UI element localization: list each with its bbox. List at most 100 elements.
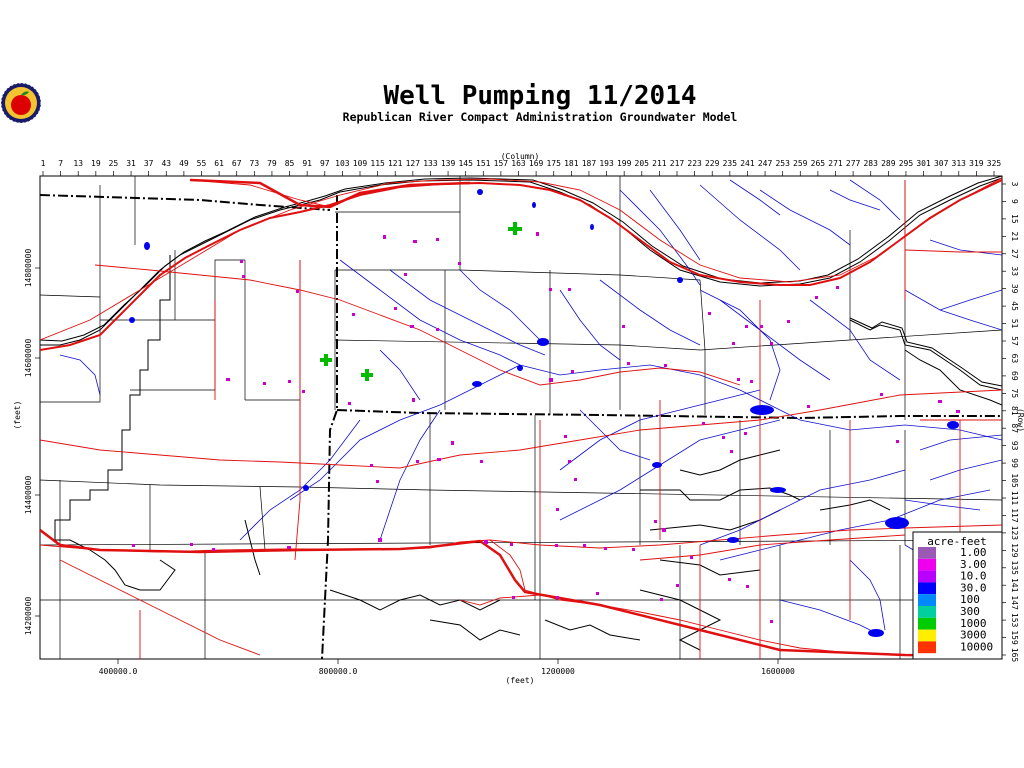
column-tick-label: 55 xyxy=(197,159,207,168)
legend-label: 1.00 xyxy=(960,546,987,559)
row-tick-label: 63 xyxy=(1010,354,1019,364)
column-tick-label: 145 xyxy=(458,159,473,168)
legend-title: acre-feet xyxy=(927,535,987,548)
column-tick-label: 175 xyxy=(546,159,561,168)
row-tick-label: 45 xyxy=(1010,301,1019,311)
legend-swatch xyxy=(918,582,936,595)
y-feet-tick-label: 14200000 xyxy=(24,597,33,636)
row-tick-label: 39 xyxy=(1010,284,1019,294)
legend-label: 100 xyxy=(960,593,980,606)
row-tick-label: 105 xyxy=(1010,473,1019,488)
legend-swatch xyxy=(918,617,936,630)
x-unit-label: (feet) xyxy=(506,676,535,685)
row-tick-label: 57 xyxy=(1010,336,1019,346)
column-tick-label: 193 xyxy=(599,159,614,168)
column-tick-label: 97 xyxy=(320,159,330,168)
column-tick-label: 325 xyxy=(987,159,1002,168)
legend-label: 3.00 xyxy=(960,558,987,571)
map-title: Well Pumping 11/2014 xyxy=(383,81,696,111)
y-feet-tick-label: 14400000 xyxy=(24,476,33,515)
lakes xyxy=(129,189,959,637)
row-axis-label: (Row) xyxy=(1016,408,1024,432)
row-tick-label: 21 xyxy=(1010,232,1019,242)
row-tick-label: 153 xyxy=(1010,613,1019,628)
column-tick-label: 217 xyxy=(670,159,685,168)
column-tick-label: 283 xyxy=(863,159,878,168)
column-tick-label: 163 xyxy=(511,159,526,168)
column-tick-label: 19 xyxy=(91,159,101,168)
y-unit-label: (feet) xyxy=(13,401,22,430)
column-tick-label: 253 xyxy=(775,159,790,168)
column-tick-label: 31 xyxy=(126,159,136,168)
column-tick-label: 67 xyxy=(232,159,242,168)
streams xyxy=(59,179,1002,636)
row-tick-label: 129 xyxy=(1010,543,1019,558)
x-feet-tick-label: 1200000 xyxy=(541,667,575,676)
column-tick-label: 61 xyxy=(214,159,224,168)
legend: acre-feet 1.003.0010.030.010030010003000… xyxy=(912,531,1003,660)
column-tick-label: 241 xyxy=(740,159,755,168)
legend-swatch xyxy=(918,558,936,571)
row-tick-label: 9 xyxy=(1010,199,1019,204)
legend-swatch xyxy=(918,594,936,606)
row-tick-label: 15 xyxy=(1010,214,1019,224)
column-ticks: 1 7 13 19 25 31 37 43 49 55 61 67 73 79 85 91 97 103 109 11… xyxy=(41,159,1002,176)
row-tick-label: 87 xyxy=(1010,423,1019,433)
x-feet-tick-label: 800000.0 xyxy=(319,667,358,676)
column-tick-label: 13 xyxy=(73,159,83,168)
column-tick-label: 229 xyxy=(705,159,720,168)
row-tick-label: 81 xyxy=(1010,406,1019,416)
legend-label: 10000 xyxy=(960,640,993,653)
legend-swatch xyxy=(918,641,936,654)
row-tick-label: 75 xyxy=(1010,389,1019,399)
column-tick-label: 133 xyxy=(423,159,438,168)
x-feet-ticks: 400000.0 800000.0 1200000 1600000 xyxy=(99,659,795,676)
column-tick-label: 181 xyxy=(564,159,579,168)
roads xyxy=(40,177,1002,659)
column-tick-label: 85 xyxy=(285,159,295,168)
column-tick-label: 127 xyxy=(406,159,421,168)
row-tick-label: 51 xyxy=(1010,319,1019,329)
legend-swatch xyxy=(918,606,936,618)
y-feet-tick-label: 14600000 xyxy=(24,339,33,378)
y-feet-tick-label: 14800000 xyxy=(24,249,33,288)
row-tick-label: 93 xyxy=(1010,441,1019,451)
column-tick-label: 199 xyxy=(617,159,632,168)
column-tick-label: 187 xyxy=(582,159,597,168)
column-tick-label: 247 xyxy=(758,159,773,168)
column-tick-label: 265 xyxy=(811,159,826,168)
column-tick-label: 301 xyxy=(916,159,931,168)
column-tick-label: 79 xyxy=(267,159,277,168)
row-tick-label: 3 xyxy=(1010,182,1019,187)
row-tick-label: 135 xyxy=(1010,561,1019,576)
row-tick-label: 111 xyxy=(1010,491,1019,506)
column-tick-label: 25 xyxy=(109,159,119,168)
column-tick-label: 307 xyxy=(934,159,949,168)
row-tick-label: 123 xyxy=(1010,526,1019,541)
column-tick-label: 295 xyxy=(899,159,914,168)
column-tick-label: 211 xyxy=(652,159,667,168)
legend-swatch xyxy=(918,570,936,583)
row-tick-label: 159 xyxy=(1010,630,1019,645)
column-tick-label: 289 xyxy=(881,159,896,168)
column-tick-label: 7 xyxy=(58,159,63,168)
column-tick-label: 223 xyxy=(687,159,702,168)
row-ticks: 3915212733394551576369758187939910511111… xyxy=(1002,182,1019,662)
column-tick-label: 91 xyxy=(302,159,312,168)
state-lines xyxy=(40,194,1002,659)
column-tick-label: 73 xyxy=(250,159,260,168)
column-tick-label: 43 xyxy=(161,159,171,168)
map-content xyxy=(40,176,1002,659)
main-river xyxy=(40,179,1002,351)
column-tick-label: 139 xyxy=(441,159,456,168)
column-tick-label: 157 xyxy=(494,159,509,168)
row-tick-label: 33 xyxy=(1010,266,1019,276)
legend-label: 3000 xyxy=(960,629,987,642)
y-feet-ticks: 14800000 14600000 14400000 14200000 xyxy=(24,249,40,636)
x-feet-tick-label: 1600000 xyxy=(761,667,795,676)
column-tick-label: 1 xyxy=(41,159,46,168)
column-tick-label: 235 xyxy=(723,159,738,168)
row-tick-label: 117 xyxy=(1010,508,1019,523)
